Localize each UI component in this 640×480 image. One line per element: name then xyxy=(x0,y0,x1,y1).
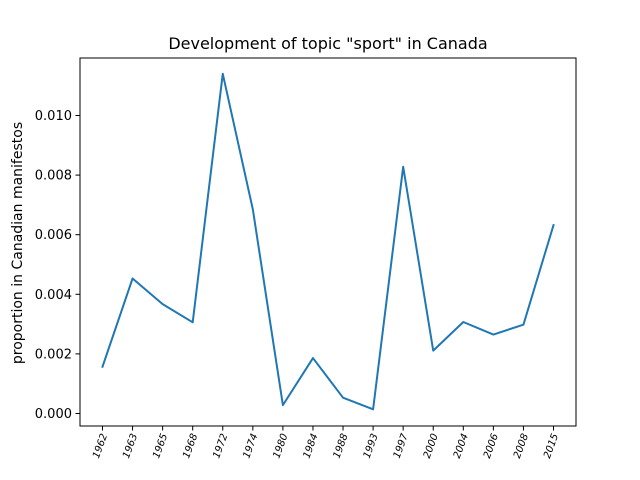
y-axis: 0.000 0.002 0.004 0.006 0.008 0.010 xyxy=(35,109,80,422)
y-axis-label: proportion in Canadian manifestos xyxy=(10,122,26,364)
plot-frame xyxy=(79,57,577,427)
y-tick-label: 0.004 xyxy=(35,288,72,303)
y-tick-label: 0.002 xyxy=(35,347,72,362)
series-line xyxy=(101,72,555,411)
y-tick-label: 0.000 xyxy=(35,407,72,422)
y-tick-label: 0.008 xyxy=(35,169,72,184)
series-layer xyxy=(101,72,555,411)
plot-background xyxy=(80,58,576,426)
y-tick-label: 0.006 xyxy=(35,228,72,243)
y-tick-label: 0.010 xyxy=(35,109,72,124)
chart-title: Development of topic "sport" in Canada xyxy=(168,34,487,53)
